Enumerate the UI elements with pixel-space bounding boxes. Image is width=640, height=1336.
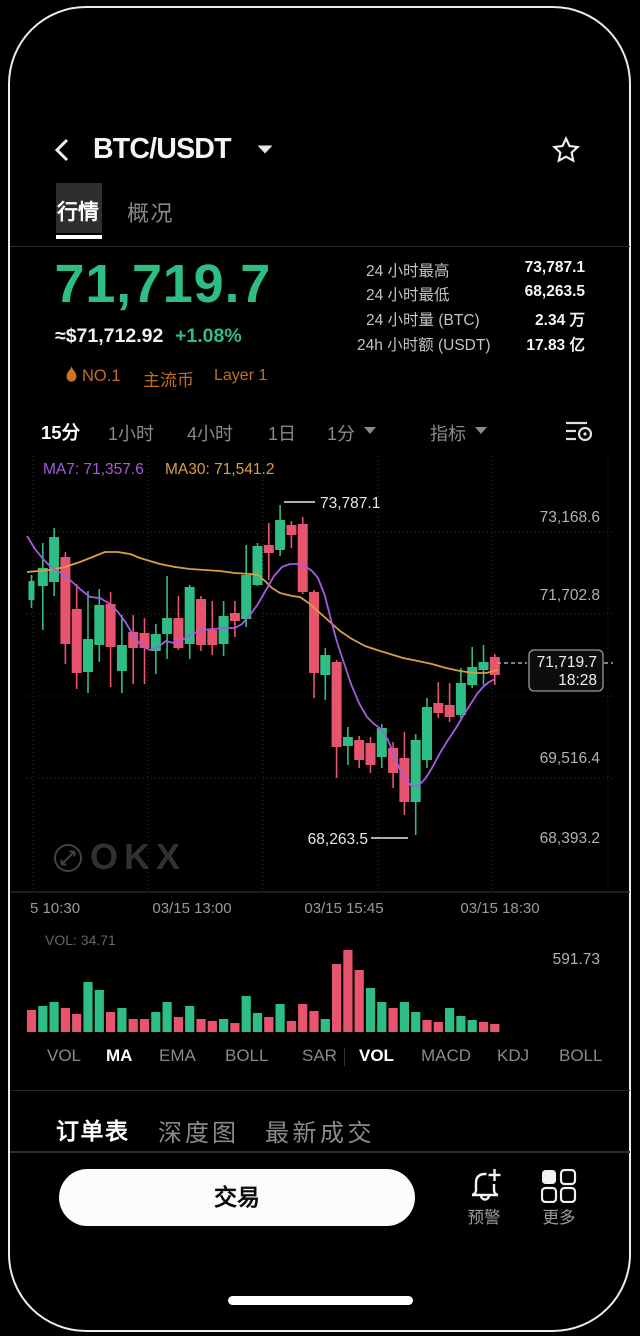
svg-text:71,702.8: 71,702.8 [540, 587, 600, 604]
svg-text:MA30: 71,541.2: MA30: 71,541.2 [165, 461, 274, 478]
svg-text:03/15 15:45: 03/15 15:45 [304, 900, 383, 917]
svg-text:OKX: OKX [90, 836, 186, 877]
svg-text:MA7: 71,357.6: MA7: 71,357.6 [43, 461, 144, 478]
svg-text:03/15 18:30: 03/15 18:30 [460, 900, 539, 917]
svg-text:VOL: 34.71: VOL: 34.71 [45, 932, 116, 948]
svg-text:03/15 13:00: 03/15 13:00 [152, 900, 231, 917]
svg-text:68,263.5: 68,263.5 [308, 831, 368, 848]
svg-text:73,168.6: 73,168.6 [540, 509, 600, 526]
svg-text:69,516.4: 69,516.4 [540, 750, 601, 767]
svg-text:5 10:30: 5 10:30 [30, 900, 80, 917]
svg-text:591.73: 591.73 [553, 951, 600, 968]
svg-text:71,719.7: 71,719.7 [537, 654, 597, 671]
svg-text:73,787.1: 73,787.1 [320, 495, 380, 512]
svg-text:18:28: 18:28 [558, 672, 597, 689]
svg-text:68,393.2: 68,393.2 [540, 830, 600, 847]
